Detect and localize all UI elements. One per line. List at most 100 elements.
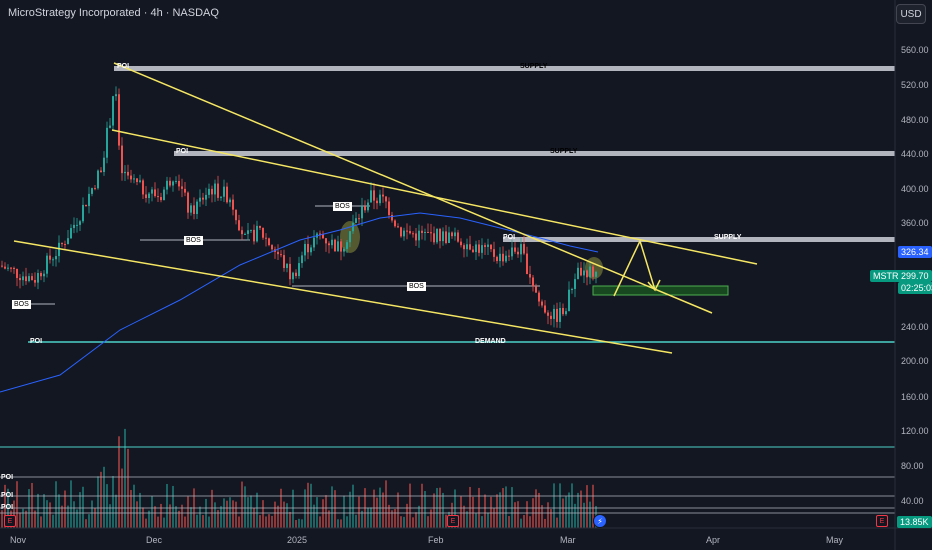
candle-body [37,272,39,283]
volume-bar [127,448,129,528]
candle-body [175,180,177,182]
candle-body [562,307,564,315]
volume-bar [568,492,570,528]
volume-bar [559,483,561,528]
volume-bar [523,515,525,528]
time-label-mar: Mar [560,535,576,545]
currency-selector[interactable]: USD [896,4,926,24]
candle-body [532,277,534,287]
volume-bar [583,502,585,528]
volume-bar [79,492,81,528]
candle-body [271,245,273,250]
candle-body [325,238,327,244]
volume-bar [211,489,213,528]
candle-body [499,253,501,262]
candle-body [574,279,576,290]
volume-bar [184,516,186,528]
volume-bar [1,510,3,528]
candle-body [280,254,282,256]
candle-body [289,263,291,280]
candle-body [430,232,432,234]
candle-body [151,189,153,194]
volume-bar [490,496,492,528]
volume-bar [46,500,48,528]
candle-body [493,249,495,257]
volume-bar [250,495,252,528]
chart-symbol-title: MicroStrategy Incorporated · 4h · NASDAQ [8,7,219,19]
candle-body [34,280,36,283]
candle-body [421,230,423,233]
candle-body [25,276,27,282]
candle-body [475,244,477,253]
volume-bar [328,510,330,528]
volume-bar [295,519,297,528]
trendline [13,240,673,354]
volume-bar [388,504,390,528]
candle-body [184,188,186,193]
volume-bar [463,505,465,528]
candle-body [478,244,480,253]
candle-body [223,186,225,197]
volume-bar [166,483,168,528]
volume-bar [508,516,510,528]
volume-bar [217,510,219,528]
volume-bar [106,484,108,528]
volume-bar [421,483,423,528]
candle-body [4,266,6,269]
candle-body [307,243,309,253]
candle-body [208,188,210,195]
moving-average-line [0,212,599,393]
candle-body [592,266,594,277]
candle-body [241,230,243,235]
candle-body [199,197,201,202]
candle-body [67,238,69,245]
price-label-160: 160.00 [901,392,929,402]
volume-bar [556,517,558,528]
candle-body [46,255,48,274]
candle-body [508,255,510,257]
candle-body [544,305,546,313]
poi-label-vol-1: POI [1,474,14,481]
candle-body [220,196,222,198]
volume-bar [367,507,369,528]
volume-bar [484,494,486,528]
volume-bar [271,515,273,528]
volume-bar [334,490,336,528]
volume-bar [475,513,477,528]
lightning-icon[interactable]: ⚡ [593,514,607,528]
volume-bar [142,507,144,528]
volume-bar [292,489,294,528]
volume-bar [538,492,540,528]
volume-bar [130,489,132,528]
earnings-event-icon[interactable]: E [447,515,459,527]
candle-body [427,232,429,234]
volume-bar [205,498,207,528]
volume-bar [97,476,99,528]
volume-bar [331,486,333,528]
candle-body [130,175,132,180]
candle-body [439,228,441,242]
volume-bar [409,483,411,528]
candle-body [445,231,447,244]
volume-bar [496,494,498,528]
candle-body [550,315,552,319]
volume-bar [550,509,552,528]
candle-body [583,270,585,276]
candle-body [334,239,336,252]
candle-body [91,188,93,194]
volume-bar [58,494,60,528]
earnings-event-icon[interactable]: E [876,515,888,527]
volume-bar [316,497,318,528]
price-label-480: 480.00 [901,115,929,125]
volume-bar [226,500,228,528]
volume-bar [43,494,45,528]
candle-body [16,268,18,278]
candle-body [571,289,573,291]
candle-body [382,194,384,197]
volume-bar [340,519,342,528]
earnings-event-icon[interactable]: E [4,515,16,527]
candle-body [448,232,450,244]
volume-bar [346,516,348,528]
candle-body [385,196,387,202]
